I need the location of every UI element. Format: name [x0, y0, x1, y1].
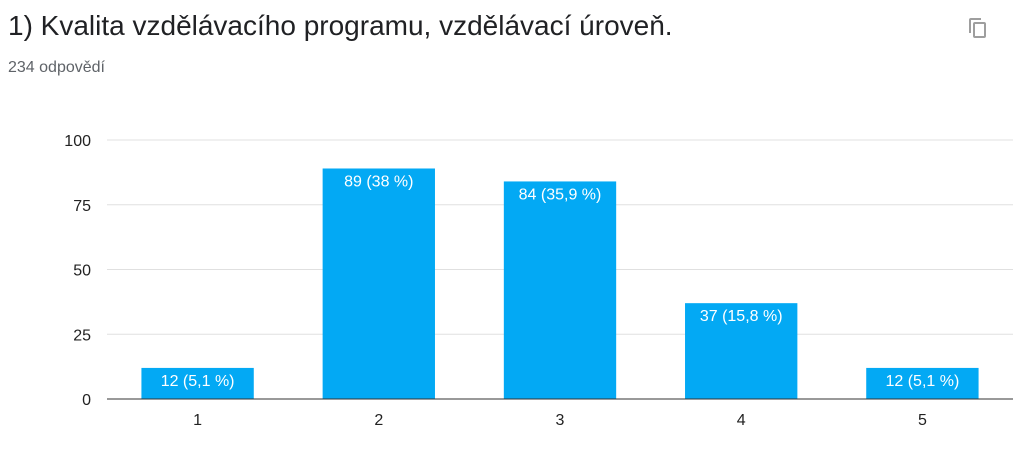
data-labels: 12 (5,1 %) 89 (38 %) 84 (35,9 %) 37 (15,8 %… [161, 173, 960, 389]
y-tick-label: 50 [73, 263, 91, 280]
response-count: 234 odpovědí [8, 59, 105, 76]
bar-1[interactable] [141, 367, 254, 399]
x-tick-label: 4 [737, 412, 746, 429]
y-tick-label: 0 [82, 392, 91, 409]
bar-data-label: 37 (15,8 %) [700, 308, 783, 325]
question-title: 1) Kvalita vzdělávacího programu, vzdělá… [8, 10, 673, 41]
x-tick-label: 2 [374, 412, 383, 429]
x-axis-ticks: 1 2 3 4 5 [193, 412, 927, 429]
y-tick-label: 100 [64, 133, 91, 150]
y-tick-label: 25 [73, 327, 91, 344]
copy-icon [969, 18, 986, 38]
bar-5[interactable] [866, 367, 979, 399]
bars [141, 168, 979, 399]
bar-data-label: 12 (5,1 %) [161, 373, 235, 390]
y-tick-label: 75 [73, 198, 91, 215]
bar-data-label: 12 (5,1 %) [885, 373, 959, 390]
x-tick-label: 3 [556, 412, 565, 429]
bar-2[interactable] [322, 168, 435, 399]
bar-3[interactable] [503, 181, 617, 399]
x-tick-label: 5 [918, 412, 927, 429]
x-tick-label: 1 [193, 412, 202, 429]
bar-4[interactable] [685, 303, 798, 399]
copy-chart-button[interactable] [958, 8, 998, 48]
bar-data-label: 89 (38 %) [344, 173, 413, 190]
y-axis-ticks: 0 25 50 75 100 [64, 133, 91, 409]
bar-data-label: 84 (35,9 %) [519, 186, 602, 203]
